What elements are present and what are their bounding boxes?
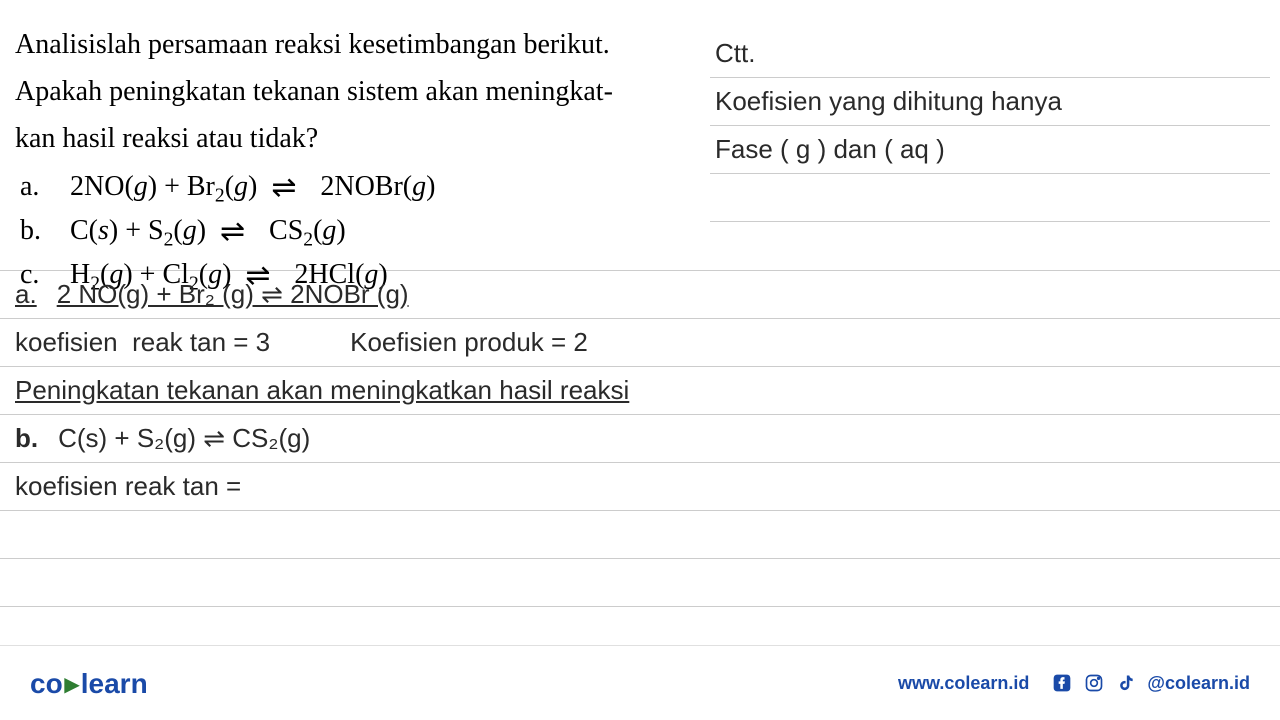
problem-line-1: Analisislah persamaan reaksi kesetimbang…: [15, 25, 690, 64]
note-line-2: Koefisien yang dihitung hanya: [710, 78, 1270, 126]
sol-a-conclusion: Peningkatan tekanan akan meningkatkan ha…: [15, 375, 629, 406]
eq-a-body: 2NO(g) + Br2(g) 2NOBr(g): [70, 167, 435, 211]
note-line-3: Fase ( g ) dan ( aq ): [710, 126, 1270, 174]
sol-b-equation: b.C(s) + S₂(g) ⇌ CS₂(g): [15, 423, 310, 454]
content-area: Analisislah persamaan reaksi kesetimbang…: [0, 0, 1280, 270]
logo-learn: learn: [81, 668, 148, 699]
logo-co: co: [30, 668, 63, 699]
sol-a-equation: a.2 NO(g) + Br₂ (g) ⇌ 2NOBr (g): [15, 279, 409, 310]
solution-line-5: koefisien reak tan =: [0, 463, 1280, 511]
sol-b-coefficients: koefisien reak tan =: [15, 471, 241, 502]
solution-line-6: [0, 511, 1280, 559]
note-line-1: Ctt.: [710, 30, 1270, 78]
problem-line-3: kan hasil reaksi atau tidak?: [15, 119, 690, 158]
equation-a: a. 2NO(g) + Br2(g) 2NOBr(g): [15, 167, 690, 211]
note-text-2: Koefisien yang dihitung hanya: [715, 86, 1062, 117]
sol-a-coefficients: koefisien reak tan = 3Koefisien produk =…: [15, 327, 588, 358]
footer-handle: @colearn.id: [1147, 673, 1250, 694]
equilibrium-arrow-icon: [245, 266, 280, 286]
note-text-3: Fase ( g ) dan ( aq ): [715, 134, 945, 165]
facebook-icon: [1051, 672, 1073, 694]
note-line-5: [710, 222, 1270, 270]
problem-line-2: Apakah peningkatan tekanan sistem akan m…: [15, 72, 690, 111]
footer: co▸learn www.colearn.id @colearn.id: [0, 645, 1280, 720]
solution-line-7: [0, 559, 1280, 607]
eq-b-body: C(s) + S2(g) CS2(g): [70, 211, 346, 255]
solution-line-4: b.C(s) + S₂(g) ⇌ CS₂(g): [0, 415, 1280, 463]
solution-area: a.2 NO(g) + Br₂ (g) ⇌ 2NOBr (g) koefisie…: [0, 270, 1280, 607]
equilibrium-arrow-icon: [271, 178, 306, 198]
footer-url: www.colearn.id: [898, 673, 1029, 694]
footer-right: www.colearn.id @colearn.id: [898, 672, 1250, 694]
note-line-4: [710, 174, 1270, 222]
equation-b: b. C(s) + S2(g) CS2(g): [15, 211, 690, 255]
social-icons: @colearn.id: [1051, 672, 1250, 694]
equilibrium-arrow-icon: [220, 222, 255, 242]
eq-b-label: b.: [15, 211, 70, 252]
note-text-1: Ctt.: [715, 38, 755, 69]
tiktok-icon: [1115, 672, 1137, 694]
logo: co▸learn: [30, 667, 148, 700]
logo-dot-icon: ▸: [65, 668, 79, 699]
notes-column: Ctt. Koefisien yang dihitung hanya Fase …: [700, 0, 1280, 270]
problem-column: Analisislah persamaan reaksi kesetimbang…: [0, 0, 700, 270]
eq-a-label: a.: [15, 167, 70, 208]
solution-line-3: Peningkatan tekanan akan meningkatkan ha…: [0, 367, 1280, 415]
instagram-icon: [1083, 672, 1105, 694]
solution-line-2: koefisien reak tan = 3Koefisien produk =…: [0, 319, 1280, 367]
